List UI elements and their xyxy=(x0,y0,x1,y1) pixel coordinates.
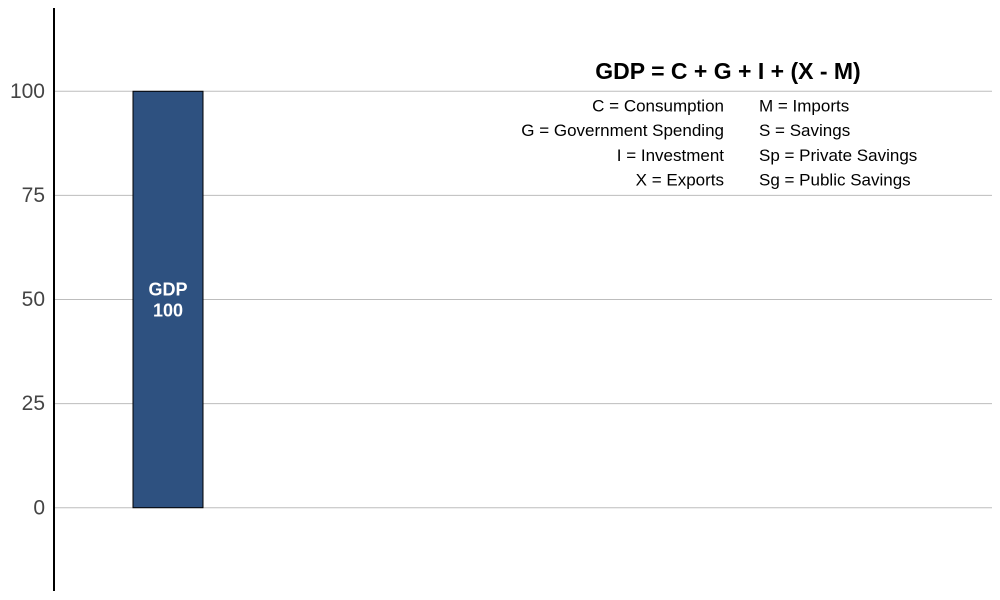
y-tick-label: 50 xyxy=(22,288,45,311)
legend-definition: G = Government Spending xyxy=(521,121,724,140)
legend-definition: M = Imports xyxy=(759,96,849,115)
formula-title: GDP = C + G + I + (X - M) xyxy=(595,58,860,84)
y-tick-label: 100 xyxy=(10,80,45,103)
legend-definition: Sg = Public Savings xyxy=(759,171,911,190)
y-tick-label: 25 xyxy=(22,392,45,415)
bar xyxy=(132,90,204,509)
legend-definition: Sp = Private Savings xyxy=(759,146,917,165)
bar-label-name: GDP xyxy=(148,279,187,299)
y-tick-label: 0 xyxy=(33,496,45,519)
legend-definition: I = Investment xyxy=(617,146,725,165)
legend-definition: X = Exports xyxy=(636,171,724,190)
bar-label-value: 100 xyxy=(153,300,183,320)
y-tick-label: 75 xyxy=(22,184,45,207)
legend-definition: S = Savings xyxy=(759,121,850,140)
legend-definition: C = Consumption xyxy=(592,96,724,115)
